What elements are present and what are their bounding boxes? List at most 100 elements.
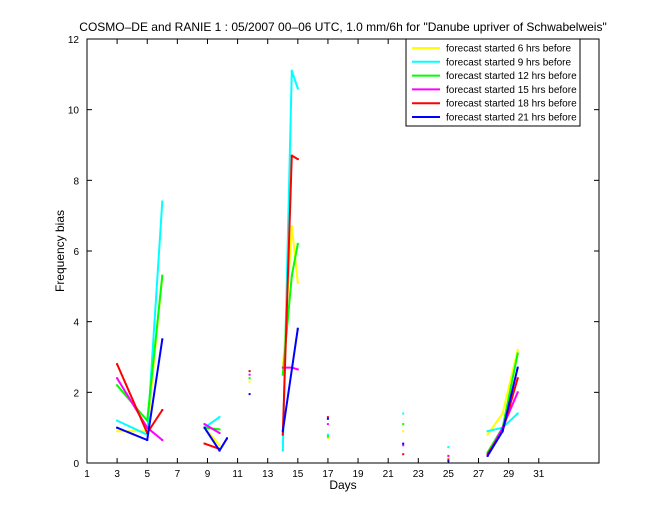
y-tick-label: 0 [73, 459, 79, 470]
data-point [116, 426, 119, 429]
legend-label: forecast started 9 hrs before [446, 57, 572, 68]
x-tick-label: 1 [84, 469, 90, 480]
data-point [116, 363, 119, 366]
data-point [296, 368, 299, 371]
data-point [281, 366, 284, 369]
x-tick-label: 27 [473, 469, 485, 480]
x-tick-label: 11 [232, 469, 243, 480]
y-tick-label: 6 [73, 247, 79, 258]
data-point [281, 449, 284, 452]
data-point [501, 412, 504, 415]
legend: forecast started 6 hrs before forecast st… [405, 38, 581, 127]
data-point [326, 437, 329, 440]
data-point [516, 391, 519, 394]
data-point [290, 154, 293, 157]
data-point [203, 426, 206, 429]
data-point [486, 430, 489, 433]
data-point [218, 449, 221, 452]
data-point [290, 225, 293, 228]
x-tick-label: 15 [292, 469, 304, 480]
data-point [248, 377, 251, 380]
data-point [161, 274, 164, 277]
legend-label: forecast started 12 hrs before [446, 71, 577, 82]
legend-label: forecast started 15 hrs before [446, 85, 577, 96]
data-point [290, 69, 293, 72]
series-lines [116, 69, 519, 463]
data-point [296, 327, 299, 330]
data-point [516, 366, 519, 369]
data-point [161, 338, 164, 341]
legend-box [405, 38, 581, 127]
data-point [146, 419, 149, 422]
data-point [402, 430, 405, 433]
data-point [402, 442, 405, 445]
data-point [116, 377, 119, 380]
x-tick-label: 25 [443, 469, 455, 480]
data-point [402, 412, 405, 415]
data-point [218, 416, 221, 419]
chart-title: COSMO–DE and RANIE 1 : 05/2007 00–06 UTC… [79, 20, 606, 34]
data-point [161, 439, 164, 441]
y-tick-label: 4 [73, 318, 79, 329]
legend-label: forecast started 21 hrs before [446, 113, 577, 124]
data-point [248, 380, 251, 383]
y-tick-label: 12 [68, 35, 80, 46]
data-point [203, 442, 206, 445]
y-axis-title: Frequency bias [53, 210, 67, 292]
x-tick-label: 19 [352, 469, 364, 480]
x-tick-label: 3 [114, 469, 120, 480]
data-point [116, 384, 119, 387]
data-point [326, 435, 329, 438]
x-tick-label: 31 [533, 469, 545, 480]
data-point [402, 423, 405, 426]
x-tick-label: 7 [175, 469, 181, 480]
data-point [501, 430, 504, 433]
data-point [516, 352, 519, 355]
data-point [146, 432, 149, 434]
data-point [116, 430, 119, 433]
data-point [447, 446, 450, 449]
y-tick-label: 8 [73, 176, 79, 187]
y-tick-label: 2 [73, 388, 79, 399]
data-point [248, 370, 251, 373]
data-point [218, 428, 221, 431]
data-point [226, 437, 228, 440]
data-point [326, 417, 329, 420]
data-point [402, 444, 405, 447]
data-point [447, 454, 450, 457]
data-point [296, 158, 299, 161]
data-point [486, 433, 489, 436]
data-point [296, 281, 299, 284]
data-point [296, 87, 299, 90]
data-point [218, 432, 221, 434]
data-point [248, 373, 251, 376]
data-point [281, 373, 284, 376]
data-point [516, 377, 519, 380]
data-point [516, 348, 519, 351]
data-point [326, 423, 329, 426]
data-point [486, 454, 489, 457]
data-point [146, 439, 149, 441]
data-point [116, 419, 119, 422]
data-point [281, 430, 284, 433]
data-point [296, 242, 299, 245]
series-line [203, 423, 221, 434]
data-point [146, 426, 149, 429]
data-point [161, 200, 164, 203]
data-point [516, 412, 519, 415]
data-point [447, 458, 450, 461]
x-tick-label: 13 [262, 469, 274, 480]
data-point [203, 423, 206, 426]
data-point [290, 274, 293, 277]
x-tick-label: 23 [413, 469, 425, 480]
x-tick-label: 9 [205, 469, 211, 480]
series-line [281, 328, 299, 432]
x-tick-label: 21 [383, 469, 395, 480]
x-tick-label: 17 [322, 469, 334, 480]
data-point [248, 393, 251, 396]
x-axis-title: Days [329, 478, 356, 492]
data-point [326, 433, 329, 436]
legend-label: forecast started 18 hrs before [446, 99, 577, 110]
